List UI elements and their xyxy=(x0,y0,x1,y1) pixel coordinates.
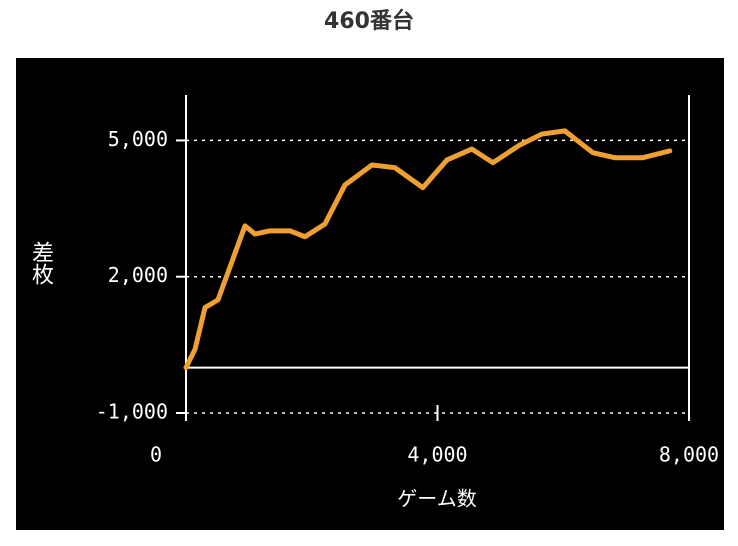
x-tick-label: 8,000 xyxy=(659,443,719,467)
panel xyxy=(16,58,724,530)
x-tick-label: 4,000 xyxy=(407,443,467,467)
y-tick-label: 5,000 xyxy=(108,127,168,151)
y-axis-label: 差枚 xyxy=(28,241,54,285)
x-axis-label: ゲーム数 xyxy=(397,487,476,511)
x-tick-label: 0 xyxy=(150,443,162,467)
y-tick-label: 2,000 xyxy=(108,263,168,287)
chart-title: 460番台 xyxy=(324,8,414,34)
data-line xyxy=(183,128,673,371)
y-tick-label: -1,000 xyxy=(96,400,168,424)
